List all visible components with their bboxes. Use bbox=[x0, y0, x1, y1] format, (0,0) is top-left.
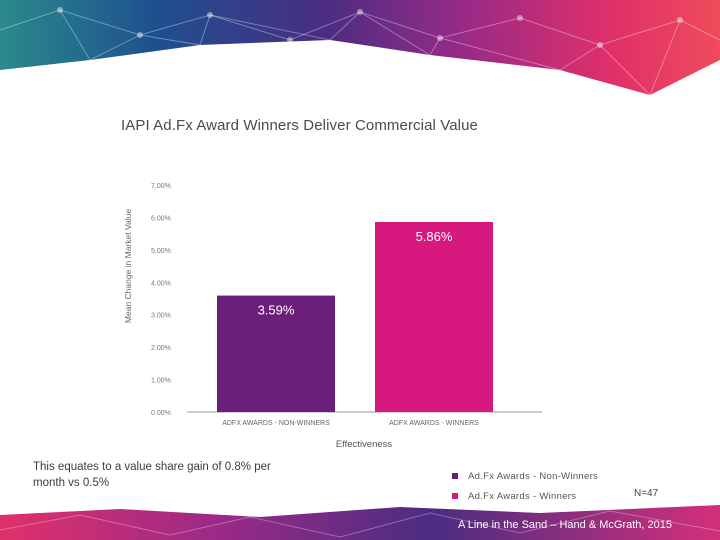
legend-item-winners: Ad.Fx Awards - Winners bbox=[452, 486, 598, 506]
x-axis-label: Effectiveness bbox=[336, 439, 393, 450]
y-tick-label: 3.00% bbox=[151, 313, 171, 320]
caption-text: This equates to a value share gain of 0.… bbox=[33, 461, 271, 489]
x-tick-label: ADFX AWARDS - NON-WINNERS bbox=[222, 420, 330, 427]
legend-swatch-winners bbox=[452, 493, 458, 499]
bar-winners bbox=[375, 221, 493, 412]
legend-swatch-non-winners bbox=[452, 473, 458, 479]
y-tick-label: 5.00% bbox=[151, 248, 171, 255]
bottom-banner bbox=[0, 505, 720, 540]
x-axis-ticks: ADFX AWARDS - NON-WINNERS ADFX AWARDS - W… bbox=[222, 420, 479, 427]
x-tick-label: ADFX AWARDS - WINNERS bbox=[389, 420, 479, 427]
bar-data-label: 3.59% bbox=[258, 303, 295, 318]
y-tick-label: 7.00% bbox=[151, 183, 171, 190]
bar-non-winners bbox=[217, 295, 335, 412]
y-tick-label: 0.00% bbox=[151, 410, 171, 417]
chart-legend: Ad.Fx Awards - Non-Winners Ad.Fx Awards … bbox=[452, 466, 598, 506]
bar-data-label: 5.86% bbox=[416, 229, 453, 244]
legend-label-winners: Ad.Fx Awards - Winners bbox=[468, 490, 577, 502]
y-axis-label: Mean Change in Market Value bbox=[123, 209, 133, 323]
legend-label-non-winners: Ad.Fx Awards - Non-Winners bbox=[468, 470, 599, 482]
legend-item-non-winners: Ad.Fx Awards - Non-Winners bbox=[452, 466, 598, 486]
y-tick-label: 4.00% bbox=[151, 280, 171, 287]
top-banner bbox=[0, 0, 720, 96]
y-tick-label: 2.00% bbox=[151, 345, 171, 352]
sample-size-note: N=47 bbox=[634, 488, 659, 499]
chart-title: IAPI Ad.Fx Award Winners Deliver Commerc… bbox=[121, 117, 478, 134]
citation-text: A Line in the Sand – Hand & McGrath, 201… bbox=[457, 519, 672, 531]
bars: 3.59% 5.86% bbox=[217, 221, 493, 412]
y-tick-label: 6.00% bbox=[151, 215, 171, 222]
y-axis-ticks: 0.00% 1.00% 2.00% 3.00% 4.00% 5.00% 6.00% 7.00% bbox=[151, 183, 171, 417]
y-tick-label: 1.00% bbox=[151, 378, 171, 385]
